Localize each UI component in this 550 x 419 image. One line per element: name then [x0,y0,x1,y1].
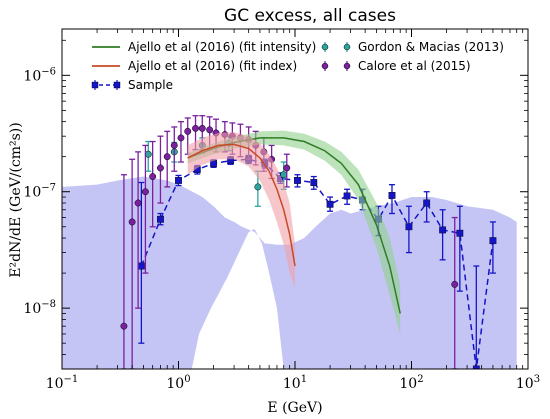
data-point [280,171,288,179]
data-point [141,188,149,196]
legend-label: Calore et al (2015) [358,59,471,73]
data-point [326,200,334,208]
y-tick-label: 10−8 [23,299,56,317]
legend-label: Sample [128,78,173,92]
background-band [62,176,517,369]
data-point [134,199,142,207]
data-point [177,134,185,142]
x-axis-label: E (GeV) [267,400,322,416]
data-point [157,164,164,172]
legend-entry: Calore et al (2015) [321,59,471,73]
data-point [423,199,431,207]
legend-label: Gordon & Macias (2013) [358,40,504,54]
legend-entry: Ajello et al (2016) (fit intensity) [92,40,316,54]
data-point [170,141,178,149]
data-point [456,229,464,237]
data-point [451,280,459,288]
data-point [128,218,136,226]
data-point [192,124,199,132]
legend-marker [113,81,121,89]
data-point [294,177,301,184]
data-point [405,223,413,231]
legend-entry: Gordon & Macias (2013) [321,40,504,54]
axes: 10−1 100 101 102 103 10−8 10−7 10−6 [23,28,540,392]
data-point [137,262,145,270]
x-tick-label: 100 [166,374,190,392]
fit-band [187,130,401,334]
data-point [149,173,157,181]
data-point [157,215,164,223]
x-tick-label: 102 [399,374,423,392]
data-point [206,126,214,134]
legend-marker [321,43,329,51]
data-point [388,191,396,199]
x-tick-label: 103 [516,374,540,392]
y-axis-label: E²dN/dE (GeV/(cm²s)) [8,122,24,277]
data-point [439,226,447,234]
legend-marker [343,43,351,51]
x-tick-label: 101 [283,374,307,392]
y-tick-label: 10−7 [23,183,56,201]
legend: Ajello et al (2016) (fit intensity) Ajell… [91,40,504,92]
series-line [140,158,494,369]
data-point [198,124,206,132]
plot-area [62,115,517,369]
legend-marker [91,81,99,89]
data-point [184,127,192,135]
legend-entry: Sample [91,78,173,92]
data-point [163,153,171,161]
data-point [254,183,262,191]
legend-marker [321,62,329,70]
data-point [489,237,497,245]
data-point [343,192,351,200]
x-tick-label: 10−1 [46,374,79,392]
data-point [310,179,318,186]
data-point [120,322,128,330]
legend-label: Ajello et al (2016) (fit intensity) [128,40,316,54]
series-4 [187,132,296,288]
legend-label: Ajello et al (2016) (fit index) [128,59,297,73]
chart-title: GC excess, all cases [224,6,396,26]
y-tick-label: 10−6 [23,66,56,84]
legend-marker [343,62,351,70]
series-line [187,143,296,267]
data-point [283,164,291,172]
data-point [175,177,182,184]
legend-entry: Ajello et al (2016) (fit index) [92,59,297,73]
